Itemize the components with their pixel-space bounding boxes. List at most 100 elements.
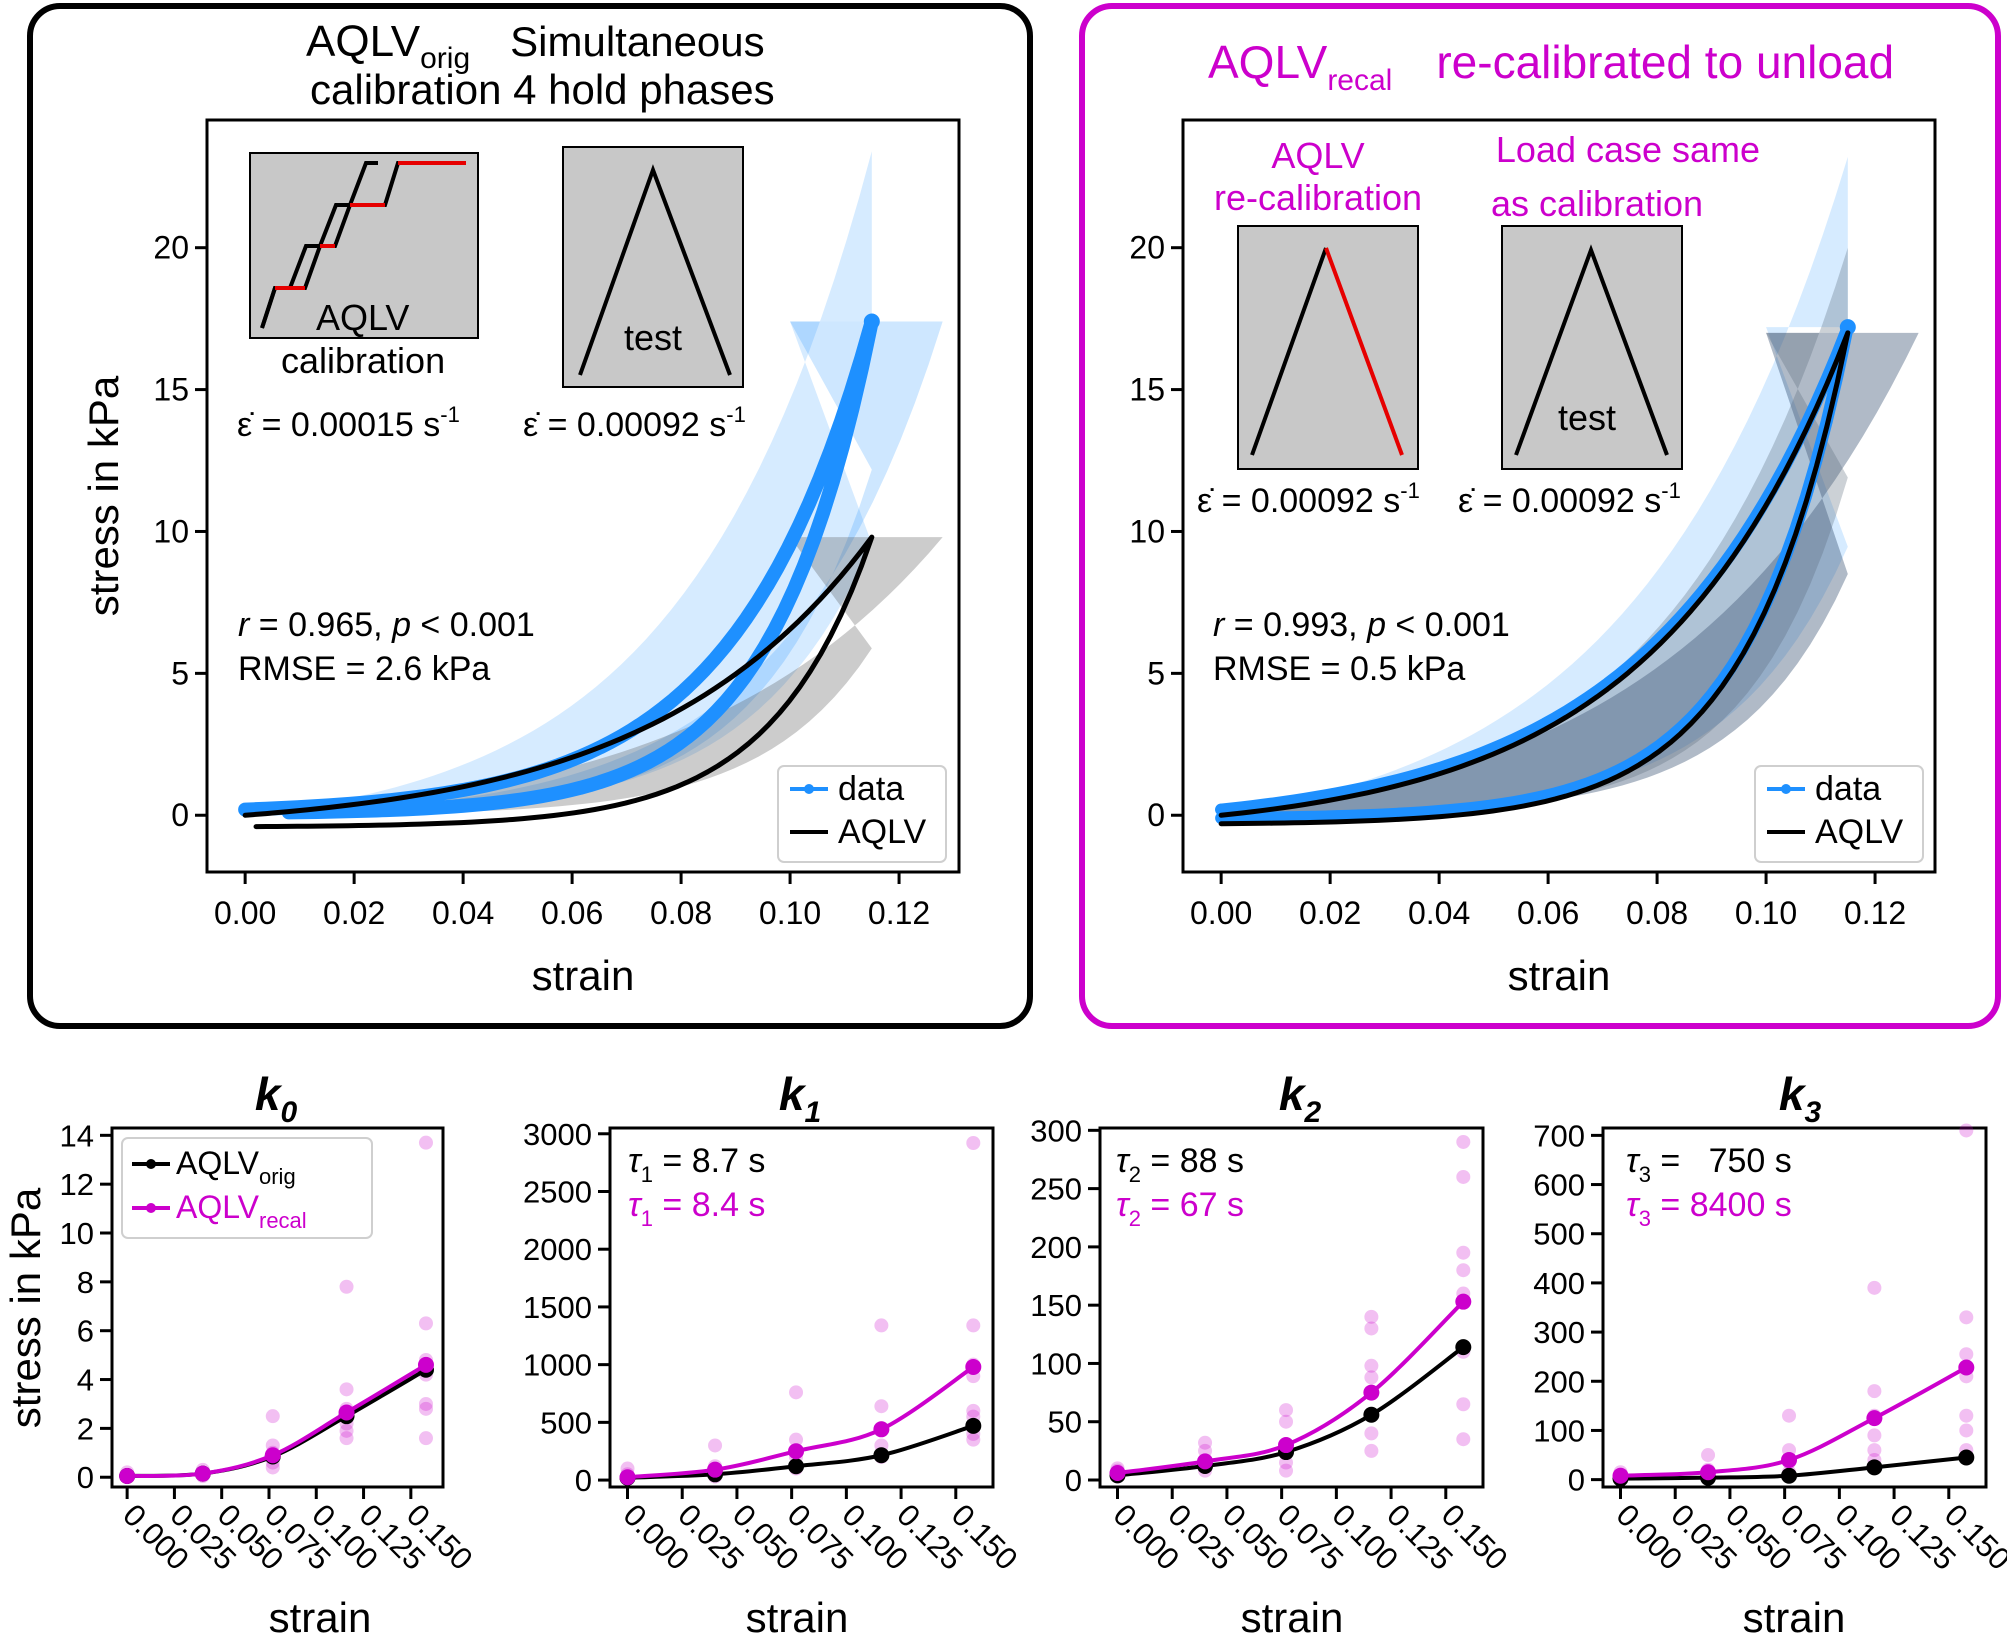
tr-series-AQLV	[1218, 330, 1851, 827]
k1-ytick-label: 1000	[523, 1348, 592, 1383]
tr-xticks: 0.00 0.02 0.04 0.06 0.08 0.10 0.12	[1190, 872, 1906, 931]
k2-scatter-point	[1364, 1370, 1379, 1385]
k0-scatter-point	[418, 1396, 433, 1411]
k2-ytick-label: 200	[1030, 1230, 1082, 1265]
k2-scatter-point	[1279, 1403, 1294, 1418]
tr-rate-left: ε̇ = 0.00092 s-1	[1197, 478, 1420, 520]
k3-scatter-point	[1959, 1123, 1974, 1138]
k3-ytick-label: 600	[1533, 1168, 1585, 1203]
tl-inset-calibration: AQLV calibration	[249, 152, 479, 381]
k3-tau-orig: τ3 = 750 s	[1626, 1142, 1792, 1187]
tl-title-line1: AQLVorig Simultaneous	[306, 17, 765, 75]
k2-ytick-label: 250	[1030, 1172, 1082, 1207]
k0-plot-frame	[110, 1126, 445, 1489]
k2-scatter-point	[1364, 1321, 1379, 1336]
k1-title: k1	[779, 1068, 821, 1129]
k2-marker-AQLVrecal	[1278, 1437, 1295, 1454]
tr-legend-data-marker	[1781, 784, 1791, 794]
k2-scatter-point	[1456, 1134, 1471, 1149]
k0-scatter-point	[418, 1135, 433, 1150]
k0-marker-AQLVrecal	[417, 1356, 434, 1373]
k2-xlabel: strain	[1241, 1594, 1344, 1641]
k0-marker-AQLVrecal	[264, 1447, 281, 1464]
k0-xlabel: strain	[269, 1594, 372, 1641]
k1-marker-AQLVrecal	[965, 1358, 982, 1375]
k3-scatter-point	[1959, 1423, 1974, 1438]
k0-ytick-label: 8	[77, 1265, 94, 1300]
tr-legend: data AQLV	[1754, 765, 1924, 863]
k3-xlabel: strain	[1743, 1594, 1846, 1641]
k2-axes: k2 0.0000.0250.0500.0750.1000.1250.15005…	[1030, 1068, 1514, 1641]
k2-scatter-point	[1456, 1263, 1471, 1278]
tl-title-line2: calibration 4 hold phases	[310, 66, 775, 113]
tl-ytick-label: 20	[153, 230, 189, 266]
k3-scatter-point	[1867, 1384, 1882, 1399]
k1-marker-AQLVrecal	[788, 1443, 805, 1460]
k3-scatter-point	[1701, 1448, 1716, 1463]
tr-stats-r: r = 0.993, p < 0.001	[1213, 606, 1510, 644]
tr-ytick-label: 0	[1147, 797, 1165, 833]
k2-scatter-point	[1364, 1358, 1379, 1373]
tl-series-AQLV	[242, 534, 875, 830]
tr-stats-rmse: RMSE = 0.5 kPa	[1213, 650, 1465, 688]
k1-tau-recal: τ1 = 8.4 s	[628, 1186, 765, 1231]
k3-ytick-label: 0	[1568, 1463, 1585, 1498]
k1-plot-frame	[608, 1126, 995, 1489]
k3-marker-AQLVorig	[1866, 1459, 1883, 1476]
tr-inset-recal-unload	[1324, 247, 1404, 456]
k1-scatter-point	[874, 1399, 889, 1414]
tl-legend-data-marker	[804, 784, 814, 794]
k2-ytick-label: 0	[1065, 1463, 1082, 1498]
tr-inset-left-title-1: AQLV	[1271, 135, 1364, 176]
tl-ytick-label: 0	[171, 797, 189, 833]
tr-bands	[1221, 156, 1919, 816]
k3-scatter-point	[1867, 1280, 1882, 1295]
k3-axes: k3 0.0000.0250.0500.0750.1000.1250.15001…	[1533, 1068, 2007, 1641]
tr-inset-test-label: test	[1558, 397, 1616, 438]
tl-inset-test-label: test	[624, 317, 682, 358]
k1-ytick-label: 2500	[523, 1174, 592, 1209]
k0-legend: AQLVorig AQLVrecal	[121, 1137, 373, 1239]
k3-marker-AQLVrecal	[1866, 1410, 1883, 1427]
k1-scatter-point	[789, 1432, 804, 1447]
tr-inset-test-bg	[1501, 225, 1683, 470]
tl-xtick-label: 0.10	[759, 895, 821, 931]
k2-scatter-point	[1279, 1414, 1294, 1429]
k3-marker-AQLVorig	[1781, 1467, 1798, 1484]
k3-marker-AQLVrecal	[1612, 1467, 1629, 1484]
k1-scatter-point	[789, 1385, 804, 1400]
k3-title: k3	[1779, 1068, 1822, 1129]
k1-marker-AQLVorig	[965, 1417, 982, 1434]
tl-ytick-label: 15	[153, 372, 189, 408]
tr-std-band	[1221, 332, 1919, 816]
tr-title: AQLVrecal re-calibrated to unload	[1208, 36, 1894, 97]
k0-marker-AQLVrecal	[194, 1465, 211, 1482]
k3-marker-AQLVorig	[1958, 1449, 1975, 1466]
k0-ylabel: stress in kPa	[2, 1187, 49, 1428]
k2-title: k2	[1279, 1068, 1322, 1129]
k0-title: k0	[255, 1068, 298, 1129]
tl-std-band	[245, 321, 943, 816]
k1-ytick-label: 3000	[523, 1117, 592, 1152]
tr-ytick-label: 10	[1129, 513, 1165, 549]
tl-stats-rmse: RMSE = 2.6 kPa	[238, 650, 490, 688]
tr-inset-recal-load	[1250, 247, 1328, 456]
k0-scatter-point	[339, 1423, 354, 1438]
k2-scatter-point	[1198, 1435, 1213, 1450]
tr-xtick-label: 0.00	[1190, 895, 1252, 931]
tr-ytick-label: 20	[1129, 230, 1165, 266]
k1-marker-AQLVorig	[873, 1447, 890, 1464]
tr-plot-frame	[1181, 118, 1937, 874]
tl-ytick-label: 10	[153, 513, 189, 549]
k1-ytick-label: 1500	[523, 1290, 592, 1325]
k2-plot: 0.0000.0250.0500.0750.1000.1250.15005010…	[1030, 1113, 1514, 1576]
k0-scatter-point	[339, 1279, 354, 1294]
tl-lines	[238, 313, 880, 830]
tr-inset-right-title-2: as calibration	[1491, 183, 1703, 224]
k2-scatter-point	[1456, 1245, 1471, 1260]
k1-ytick-label: 500	[540, 1405, 592, 1440]
k2-tau-recal: τ2 = 67 s	[1116, 1186, 1244, 1231]
tr-std-band	[1221, 247, 1848, 816]
tl-xtick-label: 0.04	[432, 895, 494, 931]
k1-marker-AQLVrecal	[873, 1421, 890, 1438]
